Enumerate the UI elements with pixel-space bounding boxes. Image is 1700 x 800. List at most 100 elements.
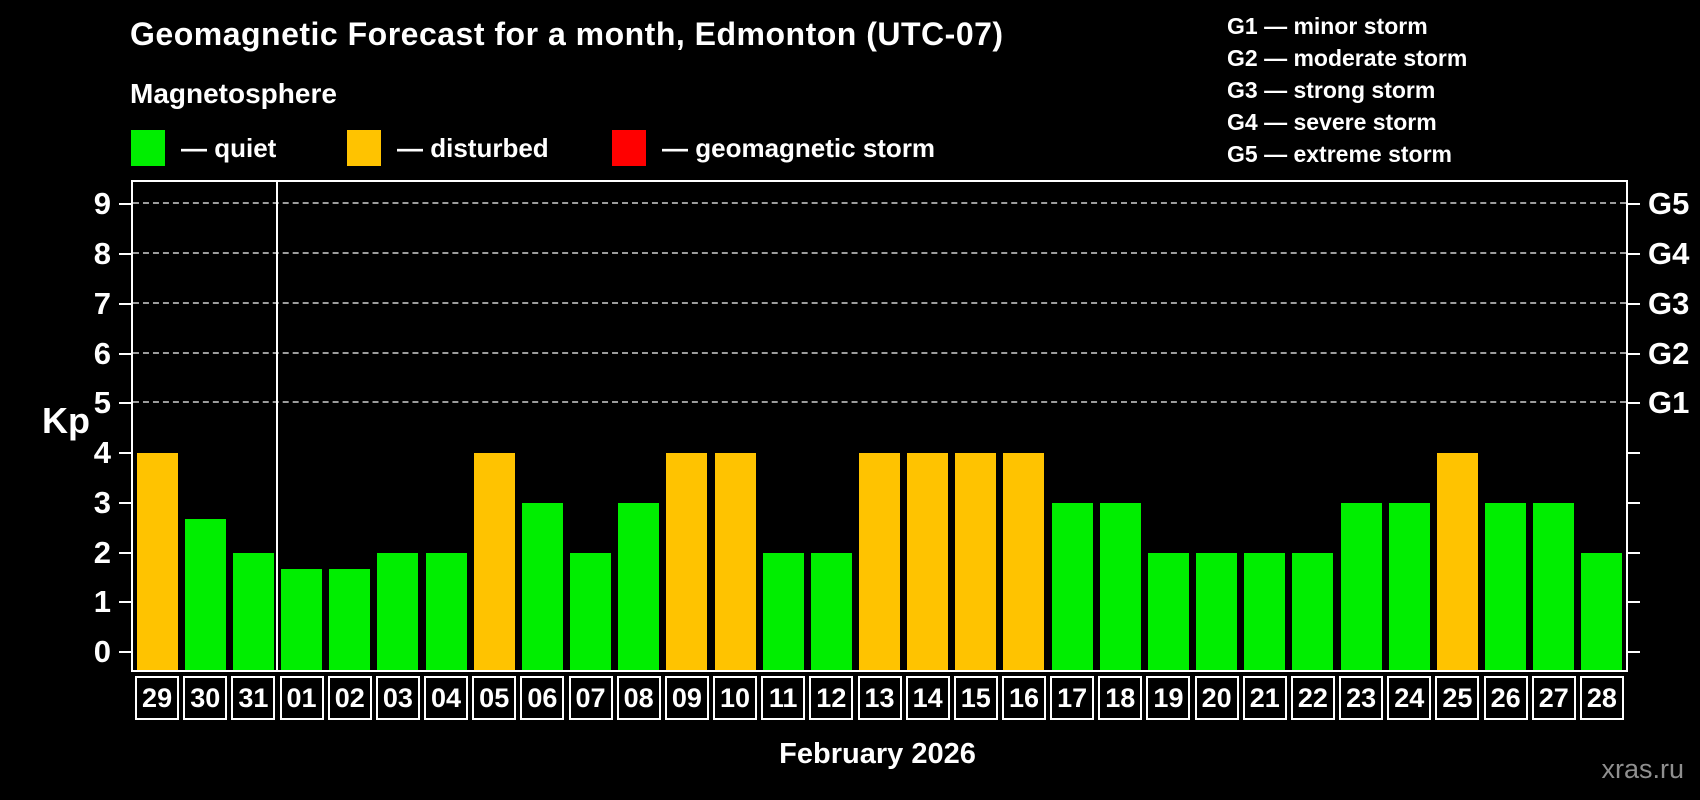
day-label: 26 — [1483, 676, 1528, 720]
kp-bar — [232, 552, 274, 670]
kp-bar — [281, 568, 323, 670]
y-axis-tick — [119, 452, 132, 454]
kp-bar — [762, 552, 804, 670]
y-axis-tick — [119, 651, 132, 653]
g5-legend-line: G5 — extreme storm — [1227, 141, 1452, 167]
g-scale-legend: G1 — minor storm G2 — moderate storm G3 … — [1227, 10, 1467, 170]
kp-bar — [521, 502, 563, 670]
day-label: 13 — [857, 676, 902, 720]
y-axis-tick — [119, 551, 132, 554]
day-label: 10 — [713, 676, 758, 720]
kp-bar — [1292, 552, 1334, 670]
day-label: 04 — [424, 676, 469, 720]
kp-bar — [1533, 502, 1575, 670]
y-axis-tick — [1627, 302, 1640, 305]
kp-bar-chart: 29 30 31 01 02 03 04 05 06 07 08 09 10 11 12 13 14 15 16 17… — [94, 180, 1689, 720]
day-label: 07 — [568, 676, 613, 720]
magnetosphere-label: Magnetosphere — [130, 78, 337, 109]
kp-bar — [666, 453, 708, 670]
kp-tick-label: 8 — [93, 236, 111, 271]
day-label: 03 — [375, 676, 420, 720]
kp-bar — [1581, 552, 1623, 670]
kp-bar — [1244, 552, 1286, 670]
g-level-gridline — [133, 401, 1626, 404]
kp-bar — [810, 552, 852, 670]
kp-bar — [377, 552, 419, 670]
kp-tick-label: 1 — [93, 584, 111, 620]
watermark: xras.ru — [1601, 754, 1684, 784]
kp-bar — [570, 552, 612, 670]
legend-item-disturbed: — disturbed — [347, 130, 549, 166]
day-label: 19 — [1146, 676, 1191, 720]
y-axis-tick — [1627, 551, 1640, 554]
legend-item-quiet: — quiet — [131, 130, 276, 166]
y-axis-tick — [1627, 601, 1640, 604]
day-label: 11 — [761, 676, 806, 720]
legend-label-disturbed: — disturbed — [397, 132, 549, 163]
kp-bar — [1340, 502, 1382, 670]
kp-bar — [714, 453, 756, 670]
g-scale-tick-label: G4 — [1648, 236, 1690, 271]
kp-bar — [1147, 552, 1189, 670]
kp-bar — [1003, 453, 1045, 670]
kp-bar — [1099, 502, 1141, 670]
g-scale-tick-label: G2 — [1648, 335, 1690, 371]
day-label: 21 — [1242, 676, 1287, 720]
g-scale-tick-label: G5 — [1648, 186, 1690, 222]
month-boundary-line — [276, 182, 279, 670]
day-label: 28 — [1579, 676, 1624, 720]
kp-tick-label: 6 — [93, 335, 111, 371]
kp-tick-label: 2 — [93, 534, 111, 570]
y-axis-tick — [1627, 352, 1640, 355]
storm-color-swatch — [612, 130, 646, 166]
legend-label-storm: — geomagnetic storm — [662, 132, 936, 163]
y-axis-tick — [119, 302, 132, 305]
day-label: 14 — [905, 676, 950, 720]
y-axis-tick — [1627, 452, 1640, 454]
kp-bar — [425, 552, 467, 670]
disturbed-color-swatch — [347, 130, 381, 166]
day-axis-row: 29 30 31 01 02 03 04 05 06 07 08 09 10 11 12 13 14 15 16 17… — [133, 676, 1626, 720]
kp-tick-label: 0 — [93, 634, 111, 669]
y-axis-tick — [1627, 501, 1640, 504]
kp-bar — [907, 453, 949, 670]
kp-bar — [473, 453, 515, 670]
g2-legend-line: G2 — moderate storm — [1227, 45, 1468, 71]
y-axis-tick — [1627, 203, 1640, 206]
g3-legend-line: G3 — strong storm — [1227, 77, 1436, 103]
g-level-gridline — [133, 301, 1626, 304]
x-axis-title: February 2026 — [779, 738, 976, 770]
kp-bar — [1485, 502, 1527, 670]
g1-legend-line: G1 — minor storm — [1227, 13, 1428, 39]
kp-bar — [184, 519, 226, 670]
g-level-gridline — [133, 351, 1626, 354]
page-title: Geomagnetic Forecast for a month, Edmont… — [130, 16, 1004, 52]
g-scale-tick-label: G3 — [1648, 285, 1690, 321]
y-axis-tick — [119, 253, 132, 255]
day-label: 02 — [327, 676, 372, 720]
day-label: 01 — [279, 676, 324, 720]
kp-tick-label: 3 — [93, 484, 111, 520]
day-label: 06 — [520, 676, 565, 720]
kp-bar — [955, 453, 997, 670]
day-label: 27 — [1531, 676, 1576, 720]
day-label: 17 — [1050, 676, 1095, 720]
g-level-gridline — [133, 202, 1626, 205]
day-label: 24 — [1387, 676, 1432, 720]
y-axis-tick — [119, 501, 132, 504]
day-label: 29 — [135, 676, 180, 720]
day-label: 20 — [1194, 676, 1239, 720]
kp-bar — [136, 453, 178, 670]
day-label: 30 — [183, 676, 228, 720]
kp-bar — [1196, 552, 1238, 670]
kp-tick-label: 5 — [93, 385, 111, 421]
kp-bar — [1388, 502, 1430, 670]
day-label: 08 — [616, 676, 661, 720]
day-label: 31 — [231, 676, 276, 720]
g4-legend-line: G4 — severe storm — [1227, 109, 1437, 135]
day-label: 18 — [1098, 676, 1143, 720]
y-axis-tick — [119, 601, 132, 604]
kp-bar — [329, 568, 371, 670]
legend-item-storm: — geomagnetic storm — [612, 130, 935, 166]
day-label: 15 — [953, 676, 998, 720]
